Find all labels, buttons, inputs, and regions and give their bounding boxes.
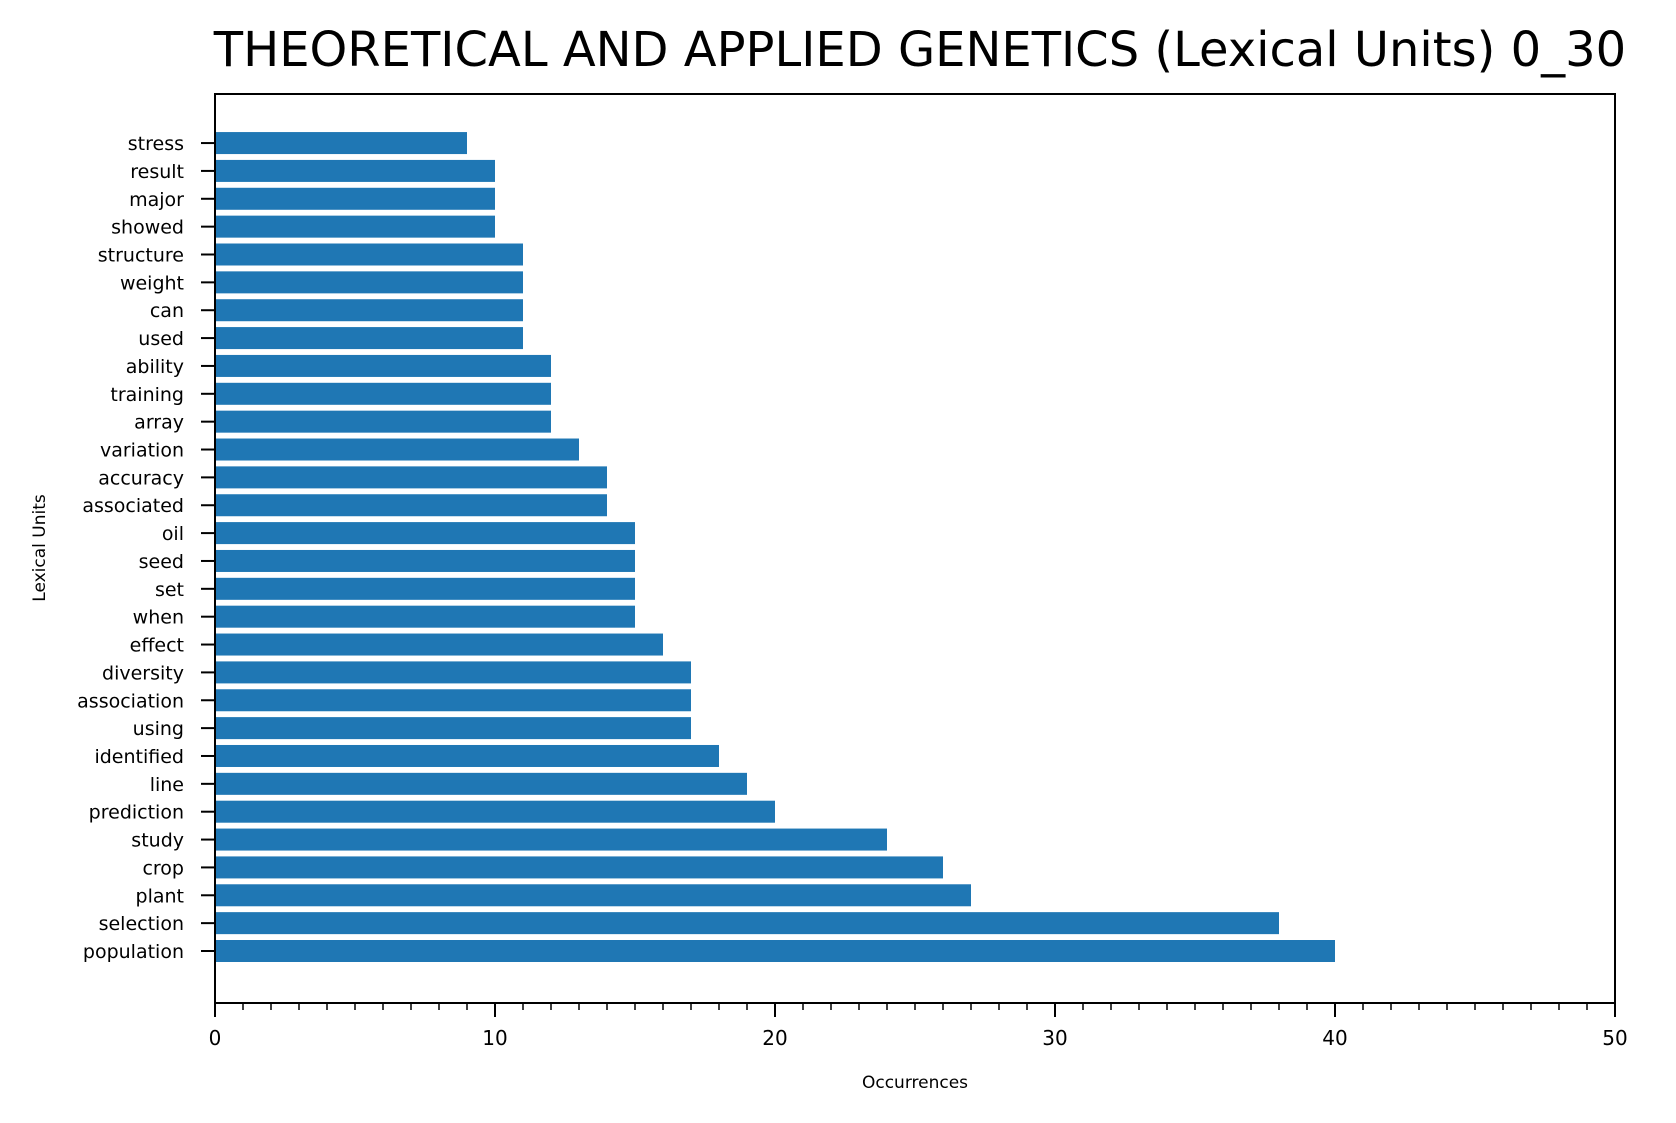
bar-selection <box>215 912 1279 935</box>
bar-weight <box>215 271 523 294</box>
chart-title: THEORETICAL AND APPLIED GENETICS (Lexica… <box>213 22 1626 78</box>
y-tick-label: ability <box>126 356 184 378</box>
y-tick-label: when <box>133 607 184 629</box>
bar-training <box>215 382 551 405</box>
bar-population <box>215 940 1335 962</box>
x-tick-label: 50 <box>1602 1026 1627 1050</box>
y-tick-label: line <box>150 774 184 796</box>
bar-seed <box>215 549 635 572</box>
bar-array <box>215 410 551 433</box>
y-tick-label: weight <box>120 272 184 294</box>
y-tick-label: crop <box>142 857 184 879</box>
bar-can <box>215 299 523 322</box>
y-tick-label: structure <box>98 245 184 267</box>
y-axis-ticks: population selection plant crop study predict… <box>77 133 215 963</box>
y-tick-label: associated <box>82 495 184 517</box>
y-axis-label: Lexical Units <box>30 494 50 602</box>
bar-result <box>215 159 495 182</box>
bar-variation <box>215 438 579 461</box>
bar-diversity <box>215 661 691 684</box>
bar-identified <box>215 744 719 767</box>
y-tick-label: set <box>155 579 184 601</box>
y-tick-label: population <box>83 941 184 963</box>
y-tick-label: used <box>138 328 184 350</box>
y-tick-label: seed <box>139 551 184 573</box>
y-tick-label: oil <box>162 523 184 545</box>
bar-using <box>215 717 691 740</box>
bar-ability <box>215 354 551 377</box>
y-tick-label: result <box>130 161 184 183</box>
x-tick-label: 10 <box>482 1026 507 1050</box>
y-tick-label: can <box>150 300 184 322</box>
y-tick-label: stress <box>128 133 184 155</box>
y-tick-label: showed <box>111 217 184 239</box>
x-tick-label: 20 <box>762 1026 787 1050</box>
y-tick-label: diversity <box>102 662 184 684</box>
y-tick-label: using <box>133 718 184 740</box>
bar-plant <box>215 884 971 907</box>
bar-associated <box>215 494 607 517</box>
y-tick-label: training <box>110 384 184 406</box>
bar-set <box>215 577 635 600</box>
y-tick-label: study <box>131 830 184 852</box>
bars-group <box>215 132 1335 962</box>
bar-oil <box>215 522 635 545</box>
y-tick-label: major <box>129 189 184 211</box>
bar-stress <box>215 132 467 155</box>
y-tick-label: effect <box>130 635 184 657</box>
y-tick-label: selection <box>99 913 184 935</box>
bar-used <box>215 327 523 350</box>
bar-major <box>215 187 495 210</box>
bar-line <box>215 772 747 795</box>
bar-structure <box>215 243 523 266</box>
plot-frame <box>214 93 1616 1004</box>
x-tick-label: 0 <box>209 1026 222 1050</box>
x-axis-label: Occurrences <box>862 1073 968 1093</box>
bar-prediction <box>215 800 775 823</box>
bar-accuracy <box>215 466 607 489</box>
bar-crop <box>215 856 943 879</box>
bar-association <box>215 689 691 712</box>
y-tick-label: plant <box>136 885 184 907</box>
x-tick-label: 30 <box>1042 1026 1067 1050</box>
y-tick-label: variation <box>100 440 184 462</box>
y-tick-label: association <box>77 690 184 712</box>
bar-study <box>215 828 887 851</box>
bar-effect <box>215 633 663 656</box>
y-tick-label: identified <box>94 746 184 768</box>
bar-showed <box>215 215 495 238</box>
x-axis-ticks: 0 10 20 30 40 50 <box>209 1003 1628 1050</box>
y-tick-label: array <box>134 412 184 434</box>
y-tick-label: prediction <box>89 802 184 824</box>
y-tick-label: accuracy <box>98 467 184 489</box>
bar-when <box>215 605 635 628</box>
x-tick-label: 40 <box>1322 1026 1347 1050</box>
